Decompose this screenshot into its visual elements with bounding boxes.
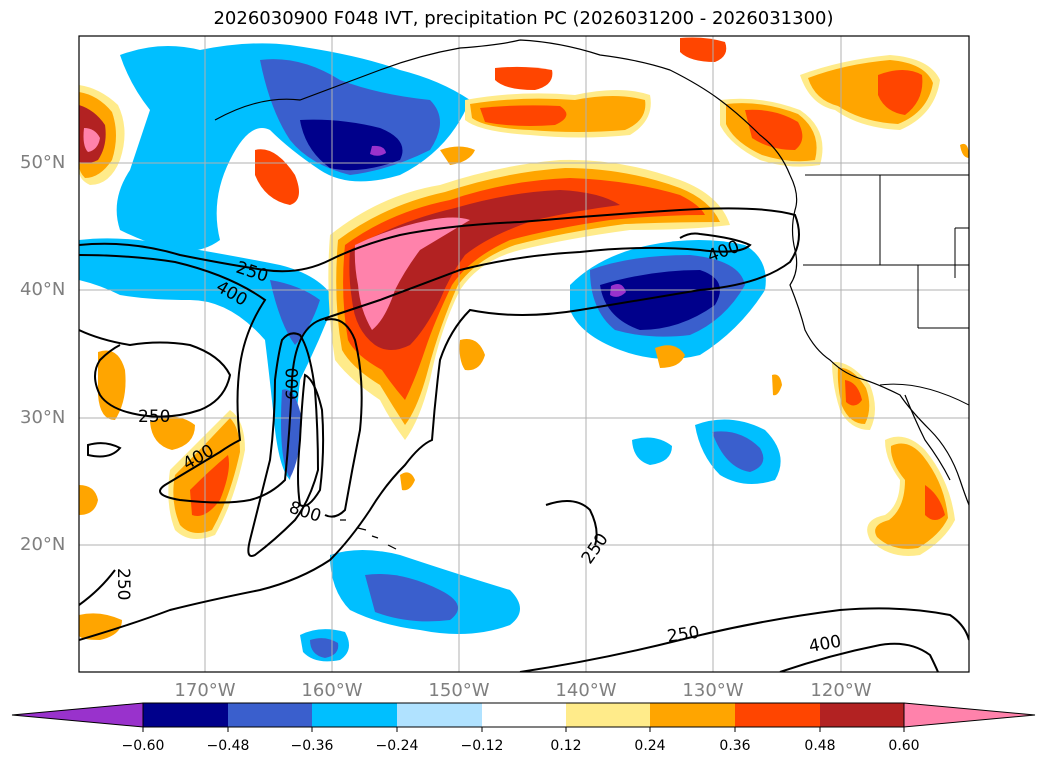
- neg-region-west: [79, 238, 335, 480]
- contour-label: 600: [283, 368, 303, 400]
- colorbar-swatch: [397, 703, 482, 727]
- contour-800: [297, 373, 325, 507]
- contour-400-southeast: [779, 642, 939, 672]
- pos-region-w-edge: [79, 485, 98, 515]
- colorbar-extend-low: [11, 702, 144, 728]
- neg-core-north-deep: [300, 119, 403, 171]
- colorbar-tick: −0.36: [290, 738, 334, 754]
- colorbar-tick: −0.60: [121, 738, 165, 754]
- pos-region-bc-red: [745, 109, 803, 150]
- contour-250-sw: [79, 569, 116, 606]
- ivt-contours: [79, 207, 969, 672]
- colorbar-swatch: [820, 703, 904, 727]
- colorbar-swatch: [650, 703, 735, 727]
- lon-label-130w: 130°W: [682, 680, 744, 701]
- graticule: [79, 36, 969, 672]
- pos-region-mid1: [655, 345, 685, 368]
- borders: [803, 174, 969, 406]
- lat-label-50n: 50°N: [20, 152, 66, 173]
- pos-region-canada-red: [878, 70, 923, 115]
- contour-400-main: [79, 232, 752, 504]
- colorbar-tick: 0.36: [719, 738, 751, 754]
- map-panel: 250 400 250 400 600 800 250 400 250 250 …: [79, 36, 969, 672]
- colorbar-tick: −0.48: [206, 738, 250, 754]
- contour-label: 250: [113, 568, 133, 600]
- neg-region-blob: [632, 437, 672, 465]
- pos-region-gulf-red: [480, 105, 567, 126]
- colorbar-tick: 0.60: [888, 738, 920, 754]
- neg-core-west: [270, 280, 320, 345]
- colorbar-frame: [142, 702, 905, 728]
- colorbar-swatch: [482, 703, 566, 727]
- contour-600: [247, 332, 320, 557]
- neg-extreme-north: [370, 145, 386, 156]
- neg-core-se: [712, 431, 764, 472]
- pos-region-mid6: [960, 143, 969, 158]
- contour-small-west: [87, 442, 122, 458]
- baja-coast: [904, 394, 951, 481]
- contour-label: 250: [666, 623, 701, 647]
- lon-label-150w: 150°W: [428, 680, 490, 701]
- pos-region-mid4: [772, 374, 782, 396]
- coastlines: [214, 39, 969, 550]
- colorbar-swatch: [735, 703, 820, 727]
- neg-core-south: [365, 574, 458, 622]
- colorbar-swatch: [228, 703, 312, 727]
- colorbar-swatch: [143, 703, 228, 727]
- alaska-coast: [214, 39, 791, 176]
- colorbar-tick: 0.48: [804, 738, 836, 754]
- hawaii: [340, 519, 397, 550]
- colorbar-tick: 0.12: [550, 738, 582, 754]
- pos-region-gulf3: [680, 37, 727, 62]
- figure-title: 2026030900 F048 IVT, precipitation PC (2…: [213, 8, 834, 29]
- contour-250-main: [79, 207, 800, 641]
- pos-region-nw-pink: [83, 128, 100, 152]
- contour-250-southeast: [519, 607, 969, 672]
- pos-region-ca-red: [845, 380, 862, 406]
- neg-core-east-deep: [600, 270, 720, 330]
- lat-label-40n: 40°N: [20, 279, 66, 300]
- lat-label-30n: 30°N: [20, 407, 66, 428]
- pos-region-gulf2: [495, 66, 553, 90]
- lon-label-120w: 120°W: [810, 680, 872, 701]
- pos-region-west3: [150, 416, 195, 450]
- colorbar-extend-high: [903, 702, 1036, 728]
- colorbar-tick: −0.24: [375, 738, 419, 754]
- colorbar: [11, 702, 1036, 732]
- pos-region-west2: [98, 350, 126, 420]
- contour-250-south: [545, 500, 598, 546]
- pos-region-baja-orange: [875, 443, 948, 549]
- pos-region-mid3: [400, 472, 415, 491]
- colorbar-tick: −0.12: [460, 738, 504, 754]
- colorbar-tick: 0.24: [634, 738, 666, 754]
- pos-region-west1-red: [190, 455, 229, 516]
- lon-label-140w: 140°W: [555, 680, 617, 701]
- colorbar-swatch: [566, 703, 650, 727]
- bc-coast: [789, 174, 969, 506]
- pos-region-baja-red: [925, 485, 945, 520]
- pos-region-mid2: [459, 339, 485, 371]
- pos-band-pink: [354, 217, 470, 330]
- pos-region-sw: [79, 613, 122, 640]
- colorbar-swatch: [312, 703, 397, 727]
- contour-label: 250: [138, 407, 170, 427]
- pos-region-mid5: [440, 146, 475, 165]
- lat-label-20n: 20°N: [20, 534, 66, 555]
- neg-core-small: [310, 638, 339, 658]
- lon-label-170w: 170°W: [174, 680, 236, 701]
- map-frame: [78, 35, 970, 673]
- lon-label-160w: 160°W: [301, 680, 363, 701]
- contour-250-west: [79, 329, 232, 418]
- contour-600-inner: [324, 318, 363, 518]
